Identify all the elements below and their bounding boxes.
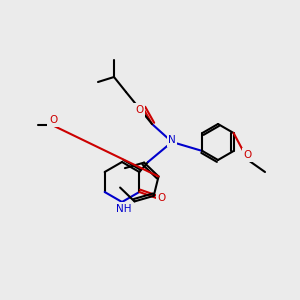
Text: O: O	[49, 115, 57, 125]
Text: O: O	[135, 105, 143, 115]
Text: O: O	[244, 150, 252, 160]
Text: NH: NH	[116, 204, 132, 214]
Text: N: N	[168, 135, 176, 145]
Text: O: O	[157, 193, 165, 203]
